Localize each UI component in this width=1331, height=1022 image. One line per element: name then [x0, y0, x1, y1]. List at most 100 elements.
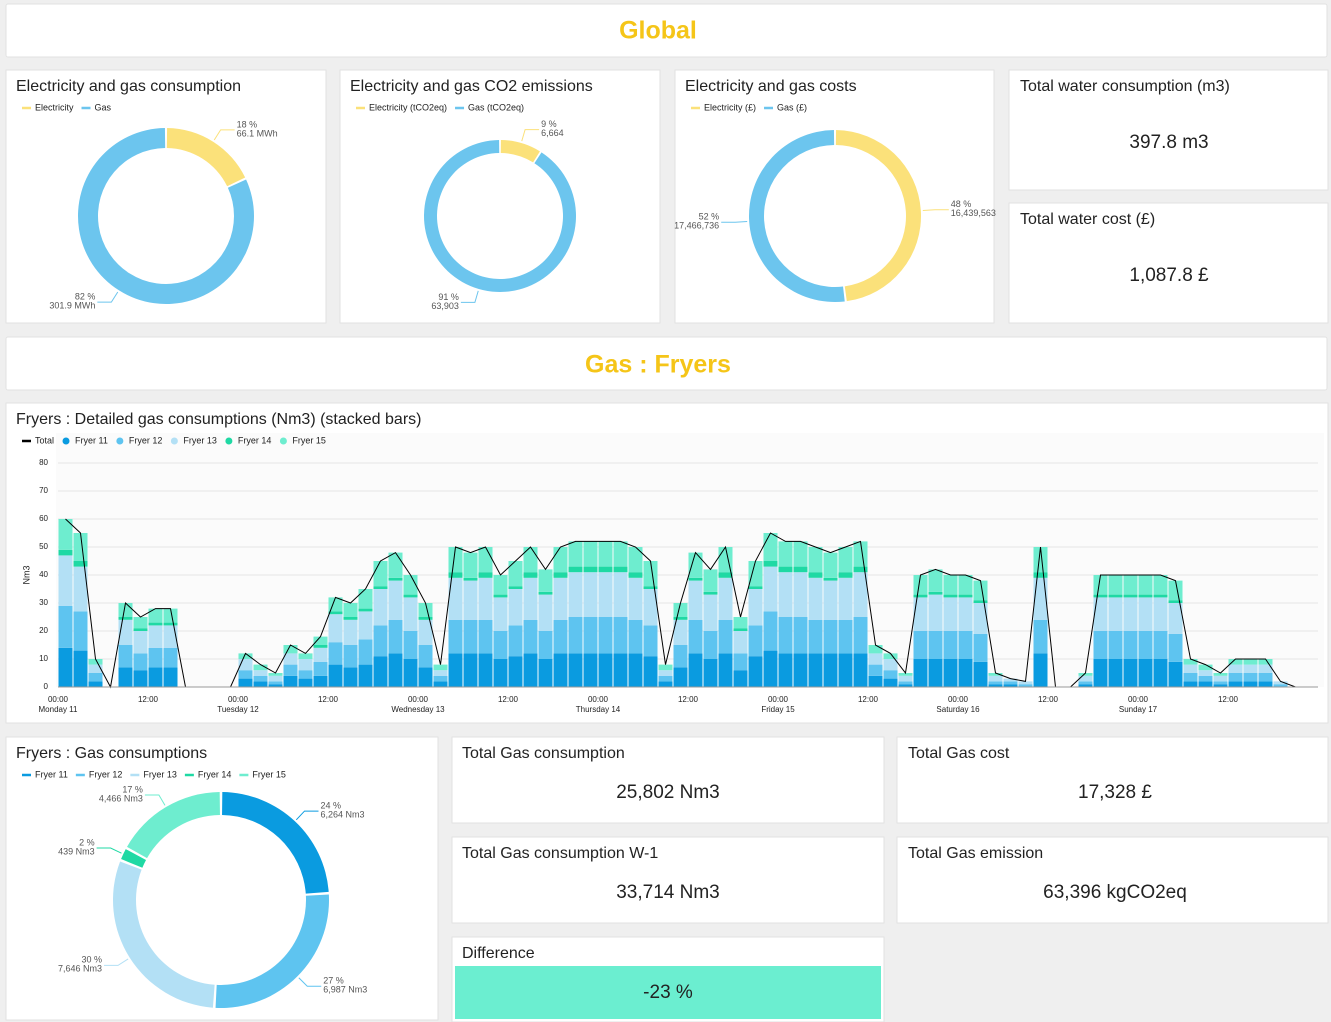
bar-segment — [298, 678, 313, 687]
bar-segment — [148, 608, 163, 623]
bar-segment — [718, 572, 733, 578]
bar-segment — [613, 617, 628, 654]
bar-segment — [973, 633, 988, 662]
bar-segment — [1108, 659, 1123, 687]
kpi-value: 63,396 kgCO2eq — [1043, 882, 1187, 903]
y-tick-label: 50 — [39, 542, 48, 551]
bar-segment — [1258, 664, 1273, 673]
bar-segment — [1108, 594, 1123, 598]
bar-segment — [688, 619, 703, 654]
bar-segment — [958, 597, 973, 631]
bar-segment — [493, 597, 508, 631]
bar-segment — [838, 577, 853, 620]
bar-segment — [943, 597, 958, 631]
leader-line — [721, 221, 748, 223]
bar-segment — [358, 611, 373, 640]
kpi-value: 25,802 Nm3 — [616, 782, 720, 803]
bar-segment — [1153, 594, 1168, 598]
donut-segment — [112, 861, 215, 1008]
bar-segment — [313, 647, 328, 662]
kpi-value: 33,714 Nm3 — [616, 882, 720, 903]
bar-segment — [1168, 661, 1183, 687]
bar-segment — [793, 566, 808, 573]
bar-segment — [673, 617, 688, 620]
bar-segment — [343, 667, 358, 687]
bar-segment — [1243, 681, 1258, 687]
bar-segment — [808, 577, 823, 620]
x-tick-label: 00:00 — [588, 695, 609, 704]
y-tick-label: 0 — [44, 682, 49, 691]
legend-label: Electricity — [35, 102, 74, 112]
data-label: 17 % — [122, 784, 143, 794]
bar-segment — [598, 653, 613, 687]
legend-swatch — [279, 437, 287, 445]
bar-segment — [478, 547, 493, 573]
bar-segment — [1258, 673, 1273, 682]
bar-segment — [883, 678, 898, 687]
bar-segment — [313, 645, 328, 648]
bar-segment — [538, 591, 553, 595]
bar-segment — [568, 541, 583, 567]
bar-segment — [163, 625, 178, 648]
bar-segment — [568, 566, 583, 573]
bar-segment — [388, 619, 403, 654]
bar-segment — [433, 670, 448, 676]
bar-segment — [643, 656, 658, 687]
bar-segment — [988, 681, 1003, 685]
data-label: 24 % — [321, 800, 342, 810]
bar-segment — [793, 572, 808, 617]
x-tick-label: 00:00 — [408, 695, 429, 704]
kpi-highlight — [455, 966, 881, 1019]
legend-label: Fryer 14 — [198, 769, 232, 779]
bar-segment — [703, 591, 718, 595]
bar-segment — [598, 566, 613, 573]
bar-segment — [403, 594, 418, 598]
bar-segment — [73, 566, 88, 612]
bar-segment — [613, 541, 628, 567]
section-header — [5, 3, 1328, 58]
bar-segment — [988, 675, 1003, 682]
bar-segment — [418, 667, 433, 687]
bar-segment — [313, 636, 328, 645]
bar-segment — [463, 619, 478, 654]
bar-segment — [418, 603, 433, 617]
bar-segment — [1183, 681, 1198, 687]
bar-segment — [1003, 678, 1018, 682]
bar-segment — [988, 673, 1003, 676]
bar-segment — [598, 541, 613, 567]
bar-segment — [1093, 597, 1108, 631]
bar-segment — [583, 617, 598, 654]
bar-segment — [793, 617, 808, 654]
bar-segment — [613, 653, 628, 687]
bar-segment — [943, 575, 958, 595]
legend-label: Fryer 11 — [35, 769, 68, 779]
bar-segment — [388, 552, 403, 578]
bar-segment — [148, 667, 163, 687]
bar-segment — [1078, 675, 1093, 682]
data-label: 52 % — [699, 212, 720, 222]
legend-swatch — [170, 437, 178, 445]
bar-segment — [658, 681, 673, 687]
bar-segment — [73, 533, 88, 561]
bar-segment — [268, 684, 283, 687]
bar-segment — [853, 572, 868, 617]
bar-segment — [298, 659, 313, 671]
bar-segment — [73, 561, 88, 567]
bar-segment — [703, 594, 718, 631]
data-label: 4,466 Nm3 — [99, 793, 143, 803]
bar-segment — [928, 594, 943, 631]
bar-segment — [373, 656, 388, 687]
chart-title: Electricity and gas costs — [685, 78, 857, 95]
bar-segment — [1213, 681, 1228, 685]
bar-segment — [928, 659, 943, 687]
bar-segment — [988, 684, 1003, 687]
y-tick-label: 60 — [39, 514, 48, 523]
bar-segment — [553, 572, 568, 578]
bar-segment — [238, 653, 253, 659]
bar-segment — [958, 594, 973, 598]
bar-segment — [883, 659, 898, 671]
kpi-title: Total Gas consumption W-1 — [462, 845, 658, 862]
bar-segment — [163, 647, 178, 668]
chart-title: Fryers : Detailed gas consumptions (Nm3)… — [16, 411, 421, 428]
bar-segment — [1108, 631, 1123, 659]
